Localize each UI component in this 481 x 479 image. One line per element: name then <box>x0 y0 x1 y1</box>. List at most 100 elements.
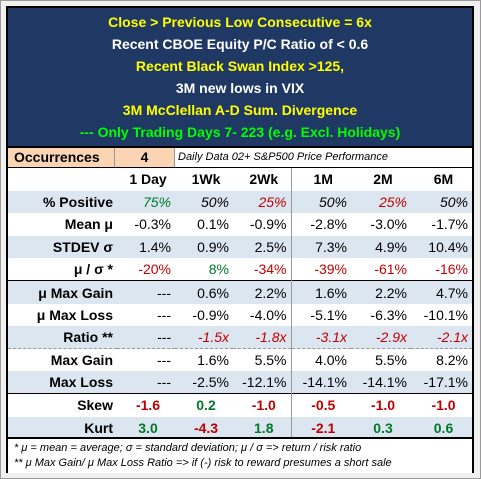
column-header: 2Wk <box>233 168 291 191</box>
performance-table: 1 Day 1Wk 2Wk 1M 2M 6M% Positive 75% 50% 25% 50% 2… <box>8 168 472 440</box>
table-cell: -2.5% <box>175 371 233 394</box>
table-cell: 50% <box>290 190 351 214</box>
table-cell: 5.5% <box>233 348 291 372</box>
table-cell: 7.3% <box>290 235 351 259</box>
row-label: Max Gain <box>8 348 117 372</box>
column-header: 1 Day <box>117 168 175 191</box>
table-cell: 1.6% <box>290 280 351 304</box>
table-cell: 25% <box>233 190 291 214</box>
table-cell: -61% <box>351 258 411 281</box>
table-cell: --- <box>117 326 175 349</box>
table-cell: -2.1x <box>411 326 472 349</box>
header-line-6: --- Only Trading Days 7- 223 (e.g. Excl.… <box>79 124 401 140</box>
header-banner: Close > Previous Low Consecutive = 6x Re… <box>8 8 472 146</box>
table-cell: 0.6% <box>175 280 233 304</box>
row-label: Ratio ** <box>8 326 117 349</box>
row-label: Skew <box>8 393 117 417</box>
table-cell: -4.3 <box>175 416 233 440</box>
table-row: Mean μ -0.3% 0.1% -0.9% -2.8% -3.0% -1.7% <box>8 213 472 236</box>
occurrences-count: 4 <box>115 148 175 167</box>
table-cell: -1.6 <box>117 393 175 417</box>
table-cell: 4.7% <box>411 280 472 304</box>
column-header-row: 1 Day 1Wk 2Wk 1M 2M 6M <box>8 168 472 191</box>
table-cell: 3.0 <box>117 416 175 440</box>
table-cell: 8% <box>175 258 233 281</box>
table-cell: 0.6 <box>411 416 472 440</box>
table-cell: 10.4% <box>411 235 472 259</box>
table-cell: -2.9x <box>351 326 411 349</box>
table-cell: 25% <box>351 190 411 214</box>
table-cell: -12.1% <box>233 371 291 394</box>
table-cell: 1.6% <box>175 348 233 372</box>
table-cell: 1.8 <box>233 416 291 440</box>
table-cell: 0.3 <box>351 416 411 440</box>
table-cell: -10.1% <box>411 303 472 327</box>
table-cell: --- <box>117 348 175 372</box>
table-row: Ratio ** --- -1.5x -1.8x -3.1x -2.9x -2.1x <box>8 326 472 349</box>
table-cell: --- <box>117 371 175 394</box>
table-cell: -2.1 <box>290 416 351 440</box>
table-cell: -1.0 <box>411 393 472 417</box>
table-row: Kurt 3.0 -4.3 1.8 -2.1 0.3 0.6 <box>8 416 472 440</box>
column-header: 6M <box>411 168 472 191</box>
table-cell: -39% <box>290 258 351 281</box>
table-cell: 8.2% <box>411 348 472 372</box>
row-label: Mean μ <box>8 213 117 236</box>
table-cell: -3.0% <box>351 213 411 236</box>
table-cell: -0.5 <box>290 393 351 417</box>
stats-panel: Close > Previous Low Consecutive = 6x Re… <box>6 6 474 473</box>
table-cell: 75% <box>117 190 175 214</box>
table-cell: -17.1% <box>411 371 472 394</box>
header-line-2: Recent CBOE Equity P/C Ratio of < 0.6 <box>111 36 369 52</box>
table-cell: -1.0 <box>351 393 411 417</box>
row-label: Kurt <box>8 416 117 440</box>
row-label: μ / σ * <box>8 258 117 281</box>
table-row: Max Gain --- 1.6% 5.5% 4.0% 5.5% 8.2% <box>8 348 472 372</box>
table-cell: -14.1% <box>351 371 411 394</box>
table-cell: 2.5% <box>233 235 291 259</box>
table-cell: -0.3% <box>117 213 175 236</box>
table-cell: 2.2% <box>351 280 411 304</box>
table-cell: -34% <box>233 258 291 281</box>
table-cell: 2.2% <box>233 280 291 304</box>
column-header: 1Wk <box>175 168 233 191</box>
corner-cell <box>8 168 117 191</box>
header-line-4: 3M new lows in VIX <box>175 80 305 96</box>
header-line-5: 3M McClellan A-D Sum. Divergence <box>122 102 358 118</box>
table-cell: -3.1x <box>290 326 351 349</box>
table-cell: --- <box>117 303 175 327</box>
table-cell: -14.1% <box>290 371 351 394</box>
footnotes: * μ = mean = average; σ = standard devia… <box>8 437 472 473</box>
header-line-3: Recent Black Swan Index >125, <box>135 58 345 74</box>
table-row: % Positive 75% 50% 25% 50% 25% 50% <box>8 190 472 214</box>
table-cell: -16% <box>411 258 472 281</box>
row-label: μ Max Loss <box>8 303 117 327</box>
table-cell: 50% <box>411 190 472 214</box>
table-cell: -1.8x <box>233 326 291 349</box>
column-header: 1M <box>290 168 351 191</box>
table-cell: -1.0 <box>233 393 291 417</box>
table-row: μ Max Loss --- -0.9% -4.0% -5.1% -6.3% -10.1% <box>8 303 472 327</box>
table-cell: -6.3% <box>351 303 411 327</box>
occurrences-note: Daily Data 02+ S&P500 Price Performance <box>178 151 389 163</box>
column-header: 2M <box>351 168 411 191</box>
row-label: μ Max Gain <box>8 280 117 304</box>
table-cell: 0.2 <box>175 393 233 417</box>
footnote-2: ** μ Max Gain/ μ Max Loss Ratio => if (-… <box>14 457 392 469</box>
table-cell: -20% <box>117 258 175 281</box>
table-cell: 0.9% <box>175 235 233 259</box>
footnote-1: * μ = mean = average; σ = standard devia… <box>14 442 362 454</box>
table-cell: -2.8% <box>290 213 351 236</box>
table-cell: 0.1% <box>175 213 233 236</box>
table-cell: -5.1% <box>290 303 351 327</box>
table-row: Max Loss --- -2.5% -12.1% -14.1% -14.1% -17.1% <box>8 371 472 394</box>
table-cell: 4.0% <box>290 348 351 372</box>
header-line-1: Close > Previous Low Consecutive = 6x <box>108 14 372 30</box>
table-cell: --- <box>117 280 175 304</box>
table-cell: -1.5x <box>175 326 233 349</box>
table-cell: -0.9% <box>233 213 291 236</box>
table-row: STDEV σ 1.4% 0.9% 2.5% 7.3% 4.9% 10.4% <box>8 235 472 259</box>
table-row: Skew -1.6 0.2 -1.0 -0.5 -1.0 -1.0 <box>8 393 472 417</box>
row-label: STDEV σ <box>8 235 117 259</box>
table-row: μ / σ * -20% 8% -34% -39% -61% -16% <box>8 258 472 281</box>
